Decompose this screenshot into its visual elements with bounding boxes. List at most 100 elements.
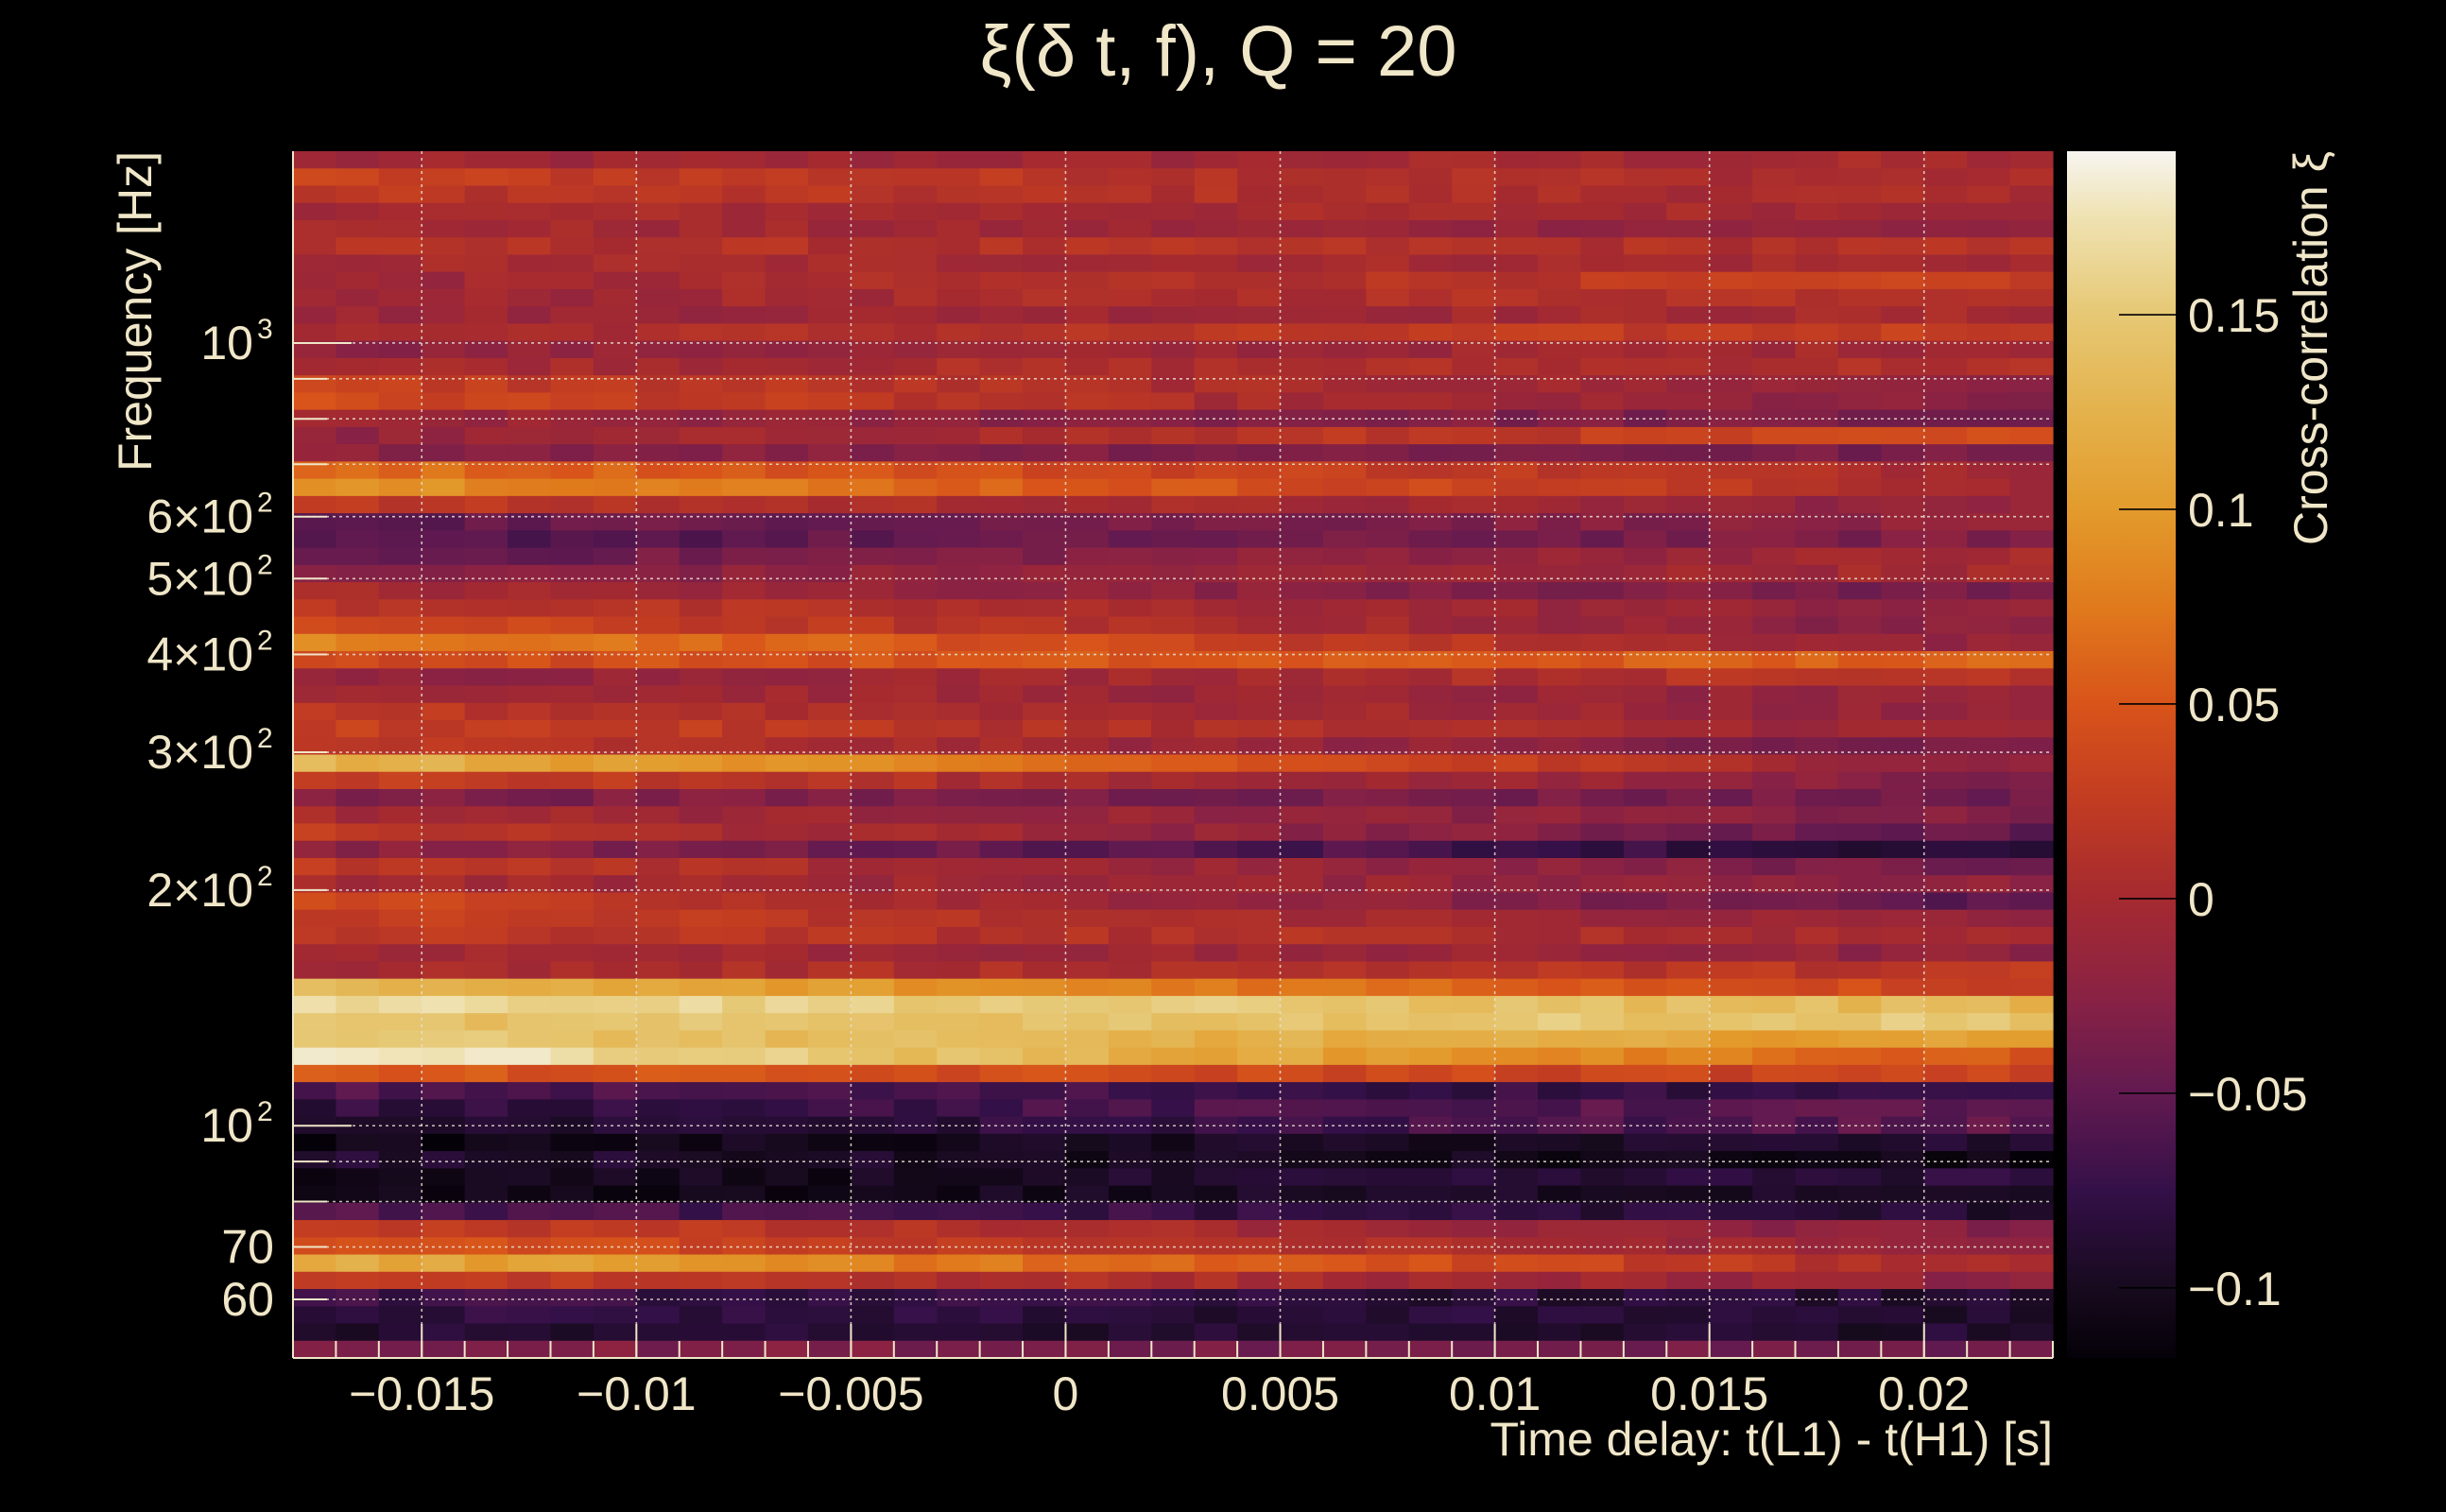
heatmap-cell bbox=[1795, 685, 1839, 704]
heatmap-cell bbox=[1452, 323, 1496, 342]
heatmap-cell bbox=[1666, 806, 1711, 825]
heatmap-cell bbox=[937, 237, 981, 256]
heatmap-cell bbox=[1538, 1168, 1582, 1187]
heatmap-cell bbox=[1452, 306, 1496, 325]
heatmap-cell bbox=[979, 1047, 1024, 1066]
heatmap-cell bbox=[1580, 1168, 1625, 1187]
heatmap-cell bbox=[1923, 1289, 1968, 1307]
heatmap-cell bbox=[1538, 237, 1582, 256]
heatmap-cell bbox=[1194, 271, 1238, 290]
heatmap-cell bbox=[464, 1064, 508, 1083]
heatmap-cell bbox=[336, 271, 380, 290]
heatmap-cell bbox=[1452, 1133, 1496, 1152]
heatmap-cell bbox=[1709, 806, 1753, 825]
heatmap-cell bbox=[679, 1323, 723, 1342]
heatmap-cell bbox=[1795, 202, 1839, 221]
heatmap-cell bbox=[1752, 1237, 1797, 1256]
heatmap-cell bbox=[1065, 840, 1110, 859]
heatmap-cell bbox=[1795, 461, 1839, 480]
heatmap-cell bbox=[1408, 1289, 1453, 1307]
heatmap-cell bbox=[1322, 254, 1367, 273]
heatmap-cell bbox=[1023, 1082, 1067, 1100]
heatmap-cell bbox=[1108, 495, 1152, 514]
heatmap-cell bbox=[1580, 357, 1625, 376]
heatmap-cell bbox=[293, 685, 337, 704]
heatmap-cell bbox=[1666, 944, 1711, 963]
heatmap-cell bbox=[1366, 495, 1410, 514]
heatmap-cell bbox=[1666, 151, 1711, 169]
heatmap-cell bbox=[1666, 1151, 1711, 1169]
heatmap-cell bbox=[1580, 168, 1625, 187]
heatmap-cell bbox=[722, 978, 767, 997]
heatmap-cell bbox=[1280, 1185, 1324, 1204]
heatmap-cell bbox=[1666, 1168, 1711, 1187]
heatmap-cell bbox=[1580, 306, 1625, 325]
heatmap-cell bbox=[464, 1082, 508, 1100]
heatmap-cell bbox=[378, 857, 422, 876]
heatmap-cell bbox=[1452, 237, 1496, 256]
heatmap-cell bbox=[508, 1323, 552, 1342]
heatmap-cell bbox=[893, 1306, 938, 1325]
heatmap-cell bbox=[1151, 685, 1196, 704]
heatmap-cell bbox=[1023, 185, 1067, 204]
heatmap-cell bbox=[378, 151, 422, 169]
heatmap-cell bbox=[1108, 1082, 1152, 1100]
heatmap-cell bbox=[593, 375, 637, 393]
heatmap-cell bbox=[422, 375, 466, 393]
heatmap-cell bbox=[1408, 1340, 1453, 1359]
heatmap-cell bbox=[937, 1220, 981, 1238]
heatmap-cell bbox=[1452, 720, 1496, 738]
heatmap-cell bbox=[1366, 840, 1410, 859]
heatmap-cell bbox=[550, 1202, 594, 1221]
heatmap-cell bbox=[1580, 1289, 1625, 1307]
heatmap-cell bbox=[336, 909, 380, 928]
heatmap-cell bbox=[422, 323, 466, 342]
heatmap-cell bbox=[1108, 702, 1152, 721]
heatmap-cell bbox=[722, 444, 767, 462]
heatmap-cell bbox=[1795, 426, 1839, 445]
heatmap-cell bbox=[1237, 944, 1282, 963]
heatmap-cell bbox=[1065, 1133, 1110, 1152]
colorbar-tick-label: 0.15 bbox=[2188, 289, 2280, 342]
heatmap-cell bbox=[422, 219, 466, 238]
heatmap-cell bbox=[893, 995, 938, 1014]
heatmap-cell bbox=[1366, 1271, 1410, 1290]
heatmap-cell bbox=[593, 1168, 637, 1187]
heatmap-cell bbox=[336, 823, 380, 842]
heatmap-cell bbox=[1194, 582, 1238, 600]
heatmap-cell bbox=[464, 357, 508, 376]
heatmap-cell bbox=[508, 254, 552, 273]
heatmap-cell bbox=[937, 219, 981, 238]
heatmap-cell bbox=[765, 961, 809, 980]
heatmap-cell bbox=[293, 806, 337, 825]
heatmap-cell bbox=[508, 1289, 552, 1307]
heatmap-cell bbox=[636, 892, 680, 911]
heatmap-cell bbox=[1666, 1099, 1711, 1118]
heatmap-cell bbox=[722, 1185, 767, 1204]
heatmap-cell bbox=[1494, 1133, 1539, 1152]
heatmap-cell bbox=[1923, 840, 1968, 859]
heatmap-cell bbox=[1237, 582, 1282, 600]
heatmap-cell bbox=[1837, 513, 1882, 531]
heatmap-cell bbox=[1623, 892, 1667, 911]
heatmap-cell bbox=[2009, 1237, 2054, 1256]
heatmap-cell bbox=[765, 582, 809, 600]
heatmap-cell bbox=[1408, 271, 1453, 290]
heatmap-cell bbox=[2009, 564, 2054, 583]
heatmap-cell bbox=[593, 616, 637, 635]
heatmap-cell bbox=[937, 633, 981, 652]
heatmap-cell bbox=[1366, 461, 1410, 480]
heatmap-cell bbox=[336, 599, 380, 618]
heatmap-cell bbox=[508, 1116, 552, 1135]
heatmap-cell bbox=[1108, 720, 1152, 738]
heatmap-cell bbox=[1881, 668, 1925, 687]
heatmap-cell bbox=[1452, 426, 1496, 445]
heatmap-cell bbox=[722, 1064, 767, 1083]
heatmap-cell bbox=[1881, 254, 1925, 273]
heatmap-cell bbox=[1666, 616, 1711, 635]
heatmap-cell bbox=[550, 426, 594, 445]
heatmap-cell bbox=[2009, 1340, 2054, 1359]
heatmap-cell bbox=[636, 237, 680, 256]
heatmap-cell bbox=[851, 564, 895, 583]
heatmap-cell bbox=[979, 547, 1024, 566]
